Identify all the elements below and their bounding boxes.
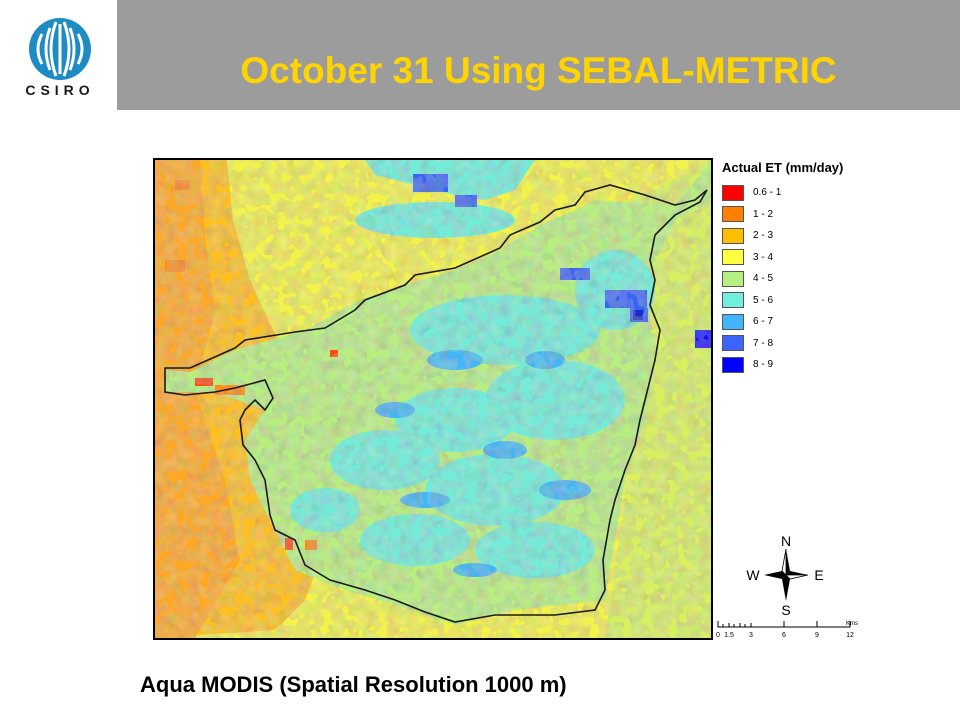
scale-unit: Kms <box>846 621 858 627</box>
legend-label: 4 - 5 <box>753 273 774 284</box>
legend-label: 5 - 6 <box>753 294 774 306</box>
legend-swatch <box>722 184 744 201</box>
legend-item: 2 - 3 <box>722 226 882 245</box>
csiro-logo: CSIRO <box>20 16 100 106</box>
legend-item: 1 - 2 <box>722 205 882 224</box>
map-legend: Actual ET (mm/day) 0.6 - 1 1 - 2 2 - 3 3 - … <box>722 160 882 377</box>
page-title: October 31 Using SEBAL-METRIC <box>240 50 837 91</box>
scale-tick-label: 1.5 <box>724 632 734 639</box>
legend-item: 8 - 9 <box>722 355 882 374</box>
legend-swatch <box>722 206 744 222</box>
legend-item: 3 - 4 <box>722 248 882 267</box>
et-map <box>153 158 713 640</box>
legend-item: 5 - 6 <box>722 291 882 310</box>
legend-swatch <box>722 270 744 287</box>
legend-label: 0.6 - 1 <box>753 187 782 198</box>
compass-icon: N S W E <box>746 533 823 618</box>
legend-swatch <box>722 313 744 330</box>
legend-label: 6 - 7 <box>753 316 774 327</box>
legend-swatch <box>722 292 744 308</box>
legend-item: 7 - 8 <box>722 334 882 353</box>
legend-swatch <box>722 227 744 244</box>
scale-tick-label: 0 <box>716 632 720 639</box>
legend-label: 1 - 2 <box>753 208 774 220</box>
legend-swatch <box>722 356 744 373</box>
scale-bar: Kms 0 1.5 3 6 9 12 <box>712 613 872 643</box>
figure-caption: Aqua MODIS (Spatial Resolution 1000 m) <box>140 672 567 697</box>
compass-w: W <box>746 567 760 583</box>
scale-bar-graphic: Kms 0 1.5 3 6 9 12 <box>716 621 858 639</box>
legend-label: 3 - 4 <box>753 251 774 263</box>
logo-text: CSIRO <box>25 82 95 98</box>
legend-rows: 0.6 - 1 1 - 2 2 - 3 3 - 4 4 - 5 5 - 6 6 - 7 7 -… <box>722 183 882 374</box>
et-map-image <box>155 160 711 638</box>
compass-e: E <box>814 567 823 583</box>
legend-swatch <box>722 249 744 265</box>
compass-n: N <box>781 535 791 549</box>
legend-item: 4 - 5 <box>722 269 882 288</box>
legend-swatch <box>722 335 744 351</box>
header-band <box>117 0 960 110</box>
scale-tick-label: 12 <box>846 632 854 639</box>
legend-title: Actual ET (mm/day) <box>722 160 844 175</box>
scale-tick-label: 9 <box>815 632 819 639</box>
legend-item: 6 - 7 <box>722 312 882 331</box>
legend-label: 7 - 8 <box>753 337 774 349</box>
north-arrow: N S W E <box>742 533 830 618</box>
legend-item: 0.6 - 1 <box>722 183 882 202</box>
legend-label: 8 - 9 <box>753 359 774 370</box>
scale-tick-label: 3 <box>749 632 753 639</box>
csiro-logo-icon <box>29 18 91 80</box>
compass-s: S <box>781 602 790 617</box>
legend-label: 2 - 3 <box>753 230 774 241</box>
scale-tick-label: 6 <box>782 632 786 639</box>
